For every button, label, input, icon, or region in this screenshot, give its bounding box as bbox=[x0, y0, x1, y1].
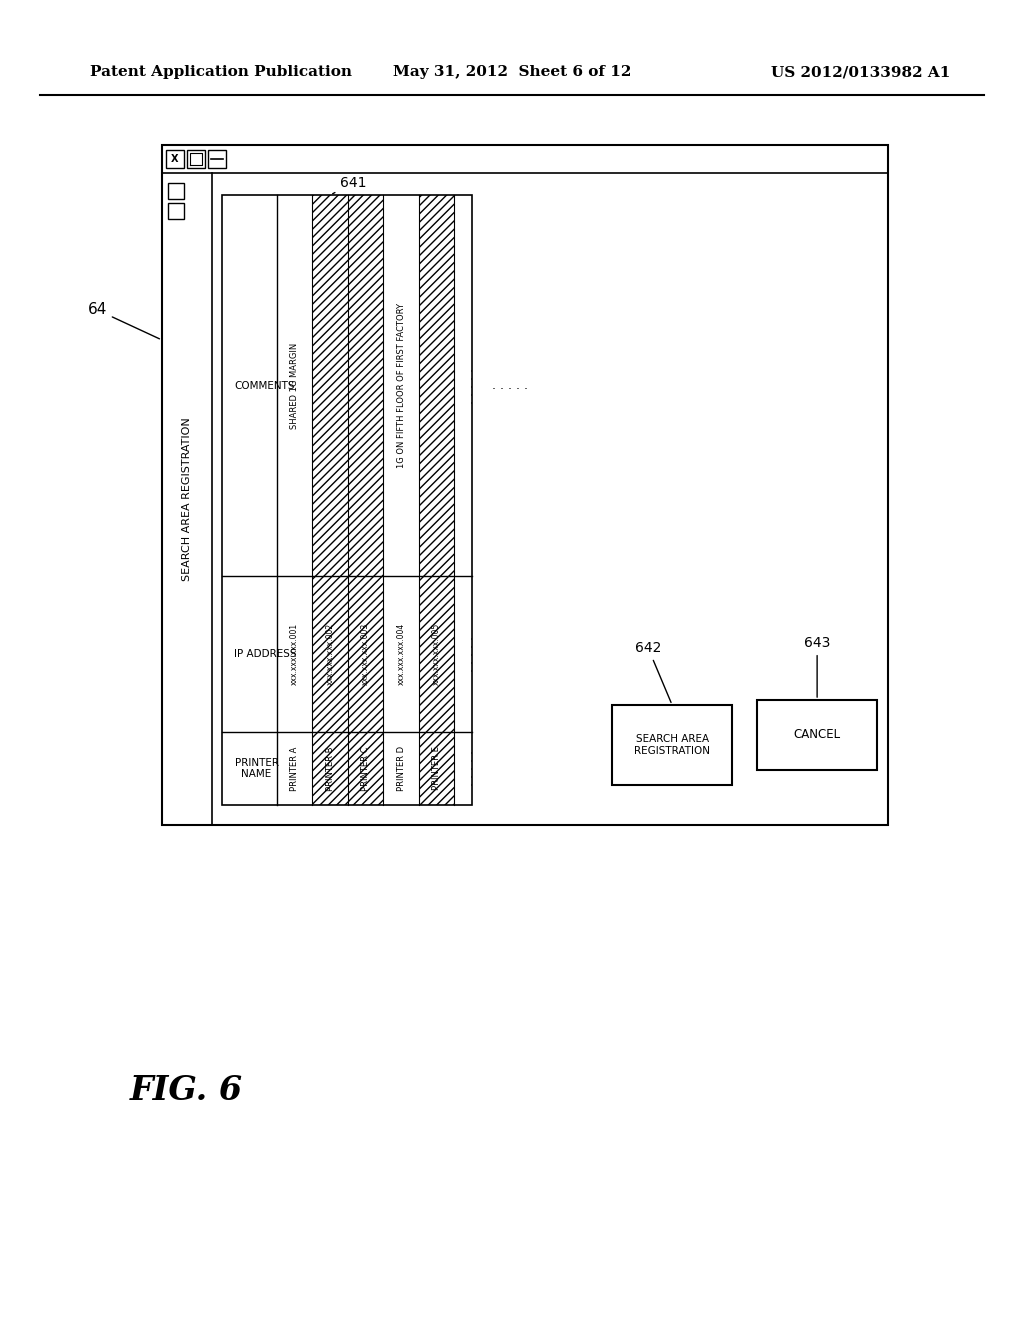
Bar bbox=[757, 700, 878, 770]
Text: Patent Application Publication: Patent Application Publication bbox=[90, 65, 352, 79]
Text: PRINTER E: PRINTER E bbox=[432, 747, 441, 791]
Text: SEARCH AREA REGISTRATION: SEARCH AREA REGISTRATION bbox=[182, 417, 193, 581]
Text: xxx.xxx.xxx.004: xxx.xxx.xxx.004 bbox=[396, 623, 406, 685]
Text: US 2012/0133982 A1: US 2012/0133982 A1 bbox=[771, 65, 950, 79]
Bar bbox=[419, 195, 455, 577]
Text: X: X bbox=[171, 154, 179, 164]
Text: 1G ON FIFTH FLOOR OF FIRST FACTORY: 1G ON FIFTH FLOOR OF FIRST FACTORY bbox=[396, 304, 406, 469]
Text: . . . . .: . . . . . bbox=[463, 750, 476, 787]
Text: . . . . .: . . . . . bbox=[492, 379, 528, 392]
Text: . . . . .: . . . . . bbox=[463, 636, 476, 672]
Bar bbox=[187, 150, 205, 168]
Text: PRINTER C: PRINTER C bbox=[361, 746, 370, 791]
Bar bbox=[348, 577, 383, 731]
Bar bbox=[348, 195, 383, 577]
Text: PRINTER B: PRINTER B bbox=[326, 746, 335, 791]
Text: SHARED 1G MARGIN: SHARED 1G MARGIN bbox=[290, 342, 299, 429]
Bar bbox=[312, 195, 348, 577]
Text: SEARCH AREA
REGISTRATION: SEARCH AREA REGISTRATION bbox=[634, 734, 710, 756]
Text: . . . . .: . . . . . bbox=[463, 368, 476, 404]
Text: PRINTER A: PRINTER A bbox=[290, 746, 299, 791]
Bar bbox=[168, 183, 184, 199]
Text: 64: 64 bbox=[88, 302, 160, 339]
Text: xxx.xxx.xxx.005: xxx.xxx.xxx.005 bbox=[432, 623, 441, 685]
Bar bbox=[312, 577, 348, 731]
Bar bbox=[208, 150, 226, 168]
Bar bbox=[348, 731, 383, 805]
Text: May 31, 2012  Sheet 6 of 12: May 31, 2012 Sheet 6 of 12 bbox=[393, 65, 631, 79]
Bar bbox=[168, 203, 184, 219]
Text: 641: 641 bbox=[333, 176, 367, 194]
Text: COMMENTS: COMMENTS bbox=[234, 380, 295, 391]
Bar bbox=[419, 731, 455, 805]
Bar bbox=[222, 195, 472, 805]
Text: 642: 642 bbox=[635, 642, 671, 702]
Text: PRINTER
NAME: PRINTER NAME bbox=[234, 758, 279, 779]
Text: FIG. 6: FIG. 6 bbox=[130, 1073, 243, 1106]
Text: IP ADDRESS: IP ADDRESS bbox=[234, 649, 297, 659]
Bar bbox=[419, 577, 455, 731]
Bar bbox=[312, 731, 348, 805]
Bar bbox=[612, 705, 732, 785]
Bar bbox=[162, 145, 888, 825]
Text: xxx.xxx.xxx.001: xxx.xxx.xxx.001 bbox=[290, 623, 299, 685]
Text: 643: 643 bbox=[804, 636, 830, 697]
Text: CANCEL: CANCEL bbox=[794, 729, 841, 742]
Text: xxx.xxx.xxx.002: xxx.xxx.xxx.002 bbox=[326, 623, 335, 685]
Bar bbox=[166, 150, 184, 168]
Text: xxx.xxx.xxx.003: xxx.xxx.xxx.003 bbox=[361, 623, 370, 685]
Text: PRINTER D: PRINTER D bbox=[396, 746, 406, 791]
